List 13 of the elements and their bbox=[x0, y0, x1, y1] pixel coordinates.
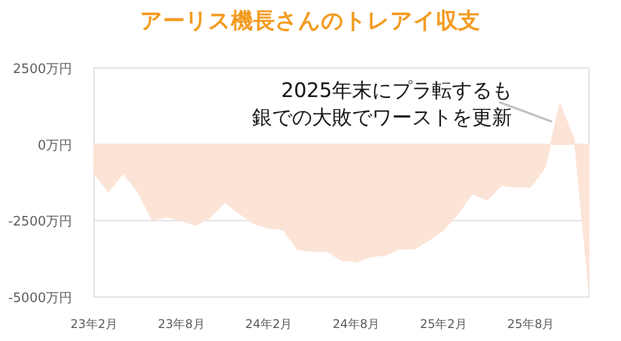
annotation: 銀での大敗でワーストを更新 bbox=[252, 105, 512, 129]
y-tick-label: 0万円 bbox=[38, 138, 72, 154]
annotation: 2025年末にプラ転するも bbox=[281, 78, 512, 102]
x-tick-label: 24年8月 bbox=[332, 317, 380, 331]
x-tick-label: 25年8月 bbox=[507, 317, 554, 331]
y-tick-label: -5000万円 bbox=[8, 291, 72, 306]
x-tick-label: 24年2月 bbox=[245, 317, 292, 331]
y-tick-label: -2500万円 bbox=[8, 214, 72, 230]
x-tick-label: 23年2月 bbox=[70, 317, 118, 331]
chart-title: アーリス機長さんのトレアイ収支 bbox=[140, 9, 480, 34]
x-tick-label: 25年2月 bbox=[420, 317, 467, 331]
x-tick-label: 23年8月 bbox=[158, 317, 205, 331]
y-tick-label: 2500万円 bbox=[12, 62, 72, 77]
